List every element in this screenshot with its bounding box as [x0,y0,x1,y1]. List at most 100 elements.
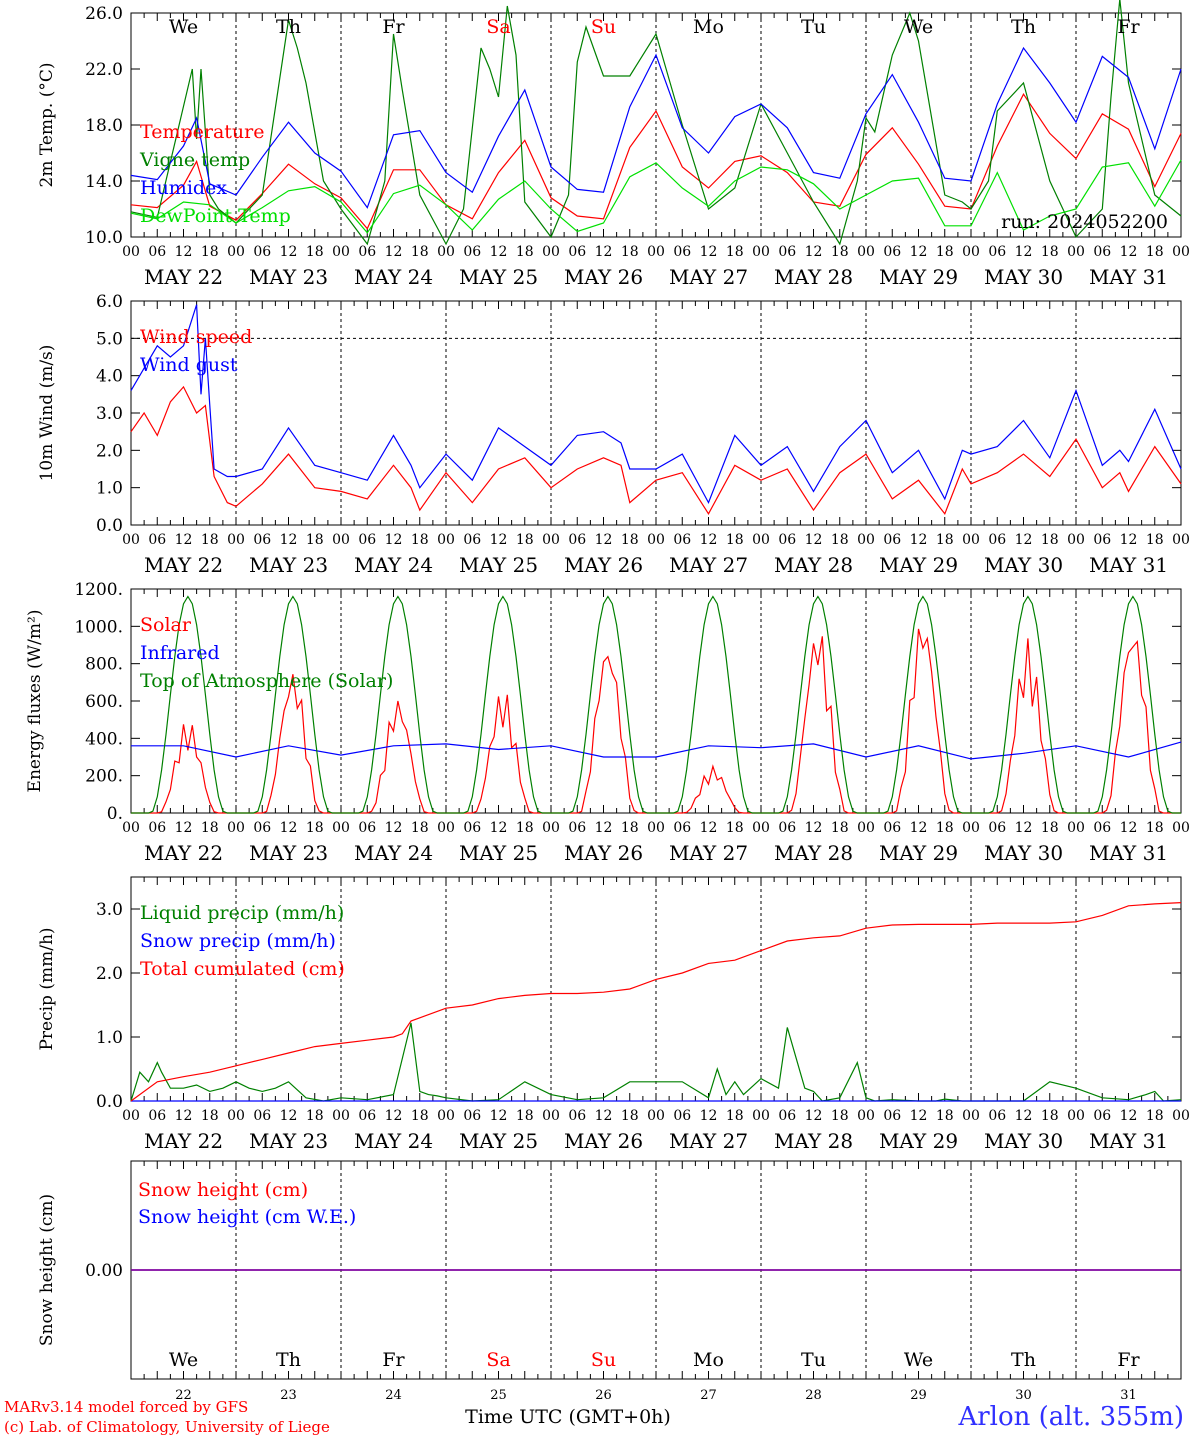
hour-tick-label: 00 [647,532,665,548]
hour-tick-label: 00 [1172,1108,1190,1124]
hour-tick-label: 12 [805,820,823,836]
hour-tick-label: 12 [910,244,928,260]
hour-tick-label: 12 [805,532,823,548]
y-tick-label: 10.0 [85,228,123,248]
hour-tick-label: 12 [385,244,403,260]
hour-tick-label: 00 [437,820,455,836]
hour-tick-label: 12 [385,820,403,836]
hour-tick-label: 12 [1120,820,1138,836]
hour-tick-label: 12 [490,820,508,836]
hour-tick-label: 12 [910,820,928,836]
hour-tick-label: 06 [148,820,166,836]
date-label: MAY 27 [669,1129,748,1153]
date-label: MAY 31 [1089,841,1168,865]
hour-tick-label: 18 [201,820,219,836]
hour-tick-label: 00 [752,532,770,548]
hour-tick-label: 18 [726,1108,744,1124]
hour-tick-label: 18 [411,1108,429,1124]
panel-frame [130,300,1182,526]
hour-tick-label: 00 [1067,820,1085,836]
weekday-label-top: Fr [382,16,405,38]
weekday-label-top: We [904,16,933,38]
hour-tick-label: 06 [148,1108,166,1124]
hour-tick-label: 00 [962,820,980,836]
legend-entry: Infrared [140,642,220,664]
date-label: MAY 23 [249,553,328,577]
date-label: MAY 24 [354,553,433,577]
hour-tick-label: 12 [700,820,718,836]
hour-tick-label: 06 [673,244,691,260]
legend-entry: Humidex [140,177,227,199]
y-axis-title: Snow height (cm) [37,1194,57,1346]
hour-tick-label: 06 [673,820,691,836]
hour-tick-label: 18 [306,1108,324,1124]
legend-entry: Liquid precip (mm/h) [140,902,344,924]
hour-tick-label: 00 [1172,532,1190,548]
hour-tick-label: 18 [306,244,324,260]
day-number-label: 25 [490,1388,507,1403]
date-label: MAY 26 [564,265,643,289]
y-axis-title: 10m Wind (m/s) [37,345,57,482]
hour-tick-label: 06 [568,820,586,836]
legend-entry: Vigne temp [139,149,250,171]
y-tick-label: 4.0 [96,367,123,387]
hour-tick-label: 18 [831,1108,849,1124]
hour-tick-label: 18 [1041,532,1059,548]
hour-tick-label: 12 [280,1108,298,1124]
hour-tick-label: 18 [621,820,639,836]
legend-entry: Total cumulated (cm) [140,958,345,980]
date-label: MAY 31 [1089,553,1168,577]
hour-tick-label: 06 [1093,1108,1111,1124]
hour-tick-label: 12 [1015,244,1033,260]
day-number-label: 30 [1015,1388,1032,1403]
hour-tick-label: 00 [542,820,560,836]
hour-tick-label: 00 [647,1108,665,1124]
date-label: MAY 27 [669,553,748,577]
hour-tick-label: 06 [1093,532,1111,548]
date-label: MAY 29 [879,1129,958,1153]
hour-tick-label: 18 [831,532,849,548]
hour-tick-label: 12 [1015,1108,1033,1124]
hour-tick-label: 06 [883,820,901,836]
hour-tick-label: 00 [542,244,560,260]
date-label: MAY 25 [459,265,538,289]
credit-model: MARv3.14 model forced by GFS [4,1398,249,1416]
date-label: MAY 26 [564,841,643,865]
hour-tick-label: 00 [647,820,665,836]
hour-tick-label: 06 [883,1108,901,1124]
hour-tick-label: 18 [1146,244,1164,260]
hour-tick-label: 18 [516,532,534,548]
hour-tick-label: 00 [962,244,980,260]
date-label: MAY 22 [144,265,223,289]
hour-tick-label: 00 [1172,820,1190,836]
hour-tick-label: 00 [857,244,875,260]
hour-tick-label: 06 [568,244,586,260]
hour-tick-label: 00 [752,244,770,260]
hour-tick-label: 18 [831,820,849,836]
weekday-label-bottom: Mo [693,1349,724,1371]
date-label: MAY 30 [984,265,1063,289]
hour-tick-label: 00 [542,1108,560,1124]
hour-tick-label: 00 [1067,532,1085,548]
hour-tick-label: 18 [411,820,429,836]
date-label: MAY 26 [564,553,643,577]
hour-tick-label: 00 [962,532,980,548]
date-label: MAY 23 [249,1129,328,1153]
hour-tick-label: 12 [385,1108,403,1124]
weekday-label-top: Su [591,16,616,38]
y-tick-label: 3.0 [96,900,123,920]
y-tick-label: 14.0 [85,172,123,192]
legend-entry: Snow precip (mm/h) [140,930,336,952]
hour-tick-label: 06 [358,1108,376,1124]
hour-tick-label: 12 [175,820,193,836]
hour-tick-label: 00 [332,820,350,836]
hour-tick-label: 00 [122,1108,140,1124]
series-line [130,46,1182,209]
hour-tick-label: 06 [463,820,481,836]
date-label: MAY 23 [249,841,328,865]
hour-tick-label: 00 [122,244,140,260]
hour-tick-label: 00 [227,820,245,836]
hour-tick-label: 06 [988,532,1006,548]
y-axis-title: Precip (mm/h) [37,927,57,1050]
